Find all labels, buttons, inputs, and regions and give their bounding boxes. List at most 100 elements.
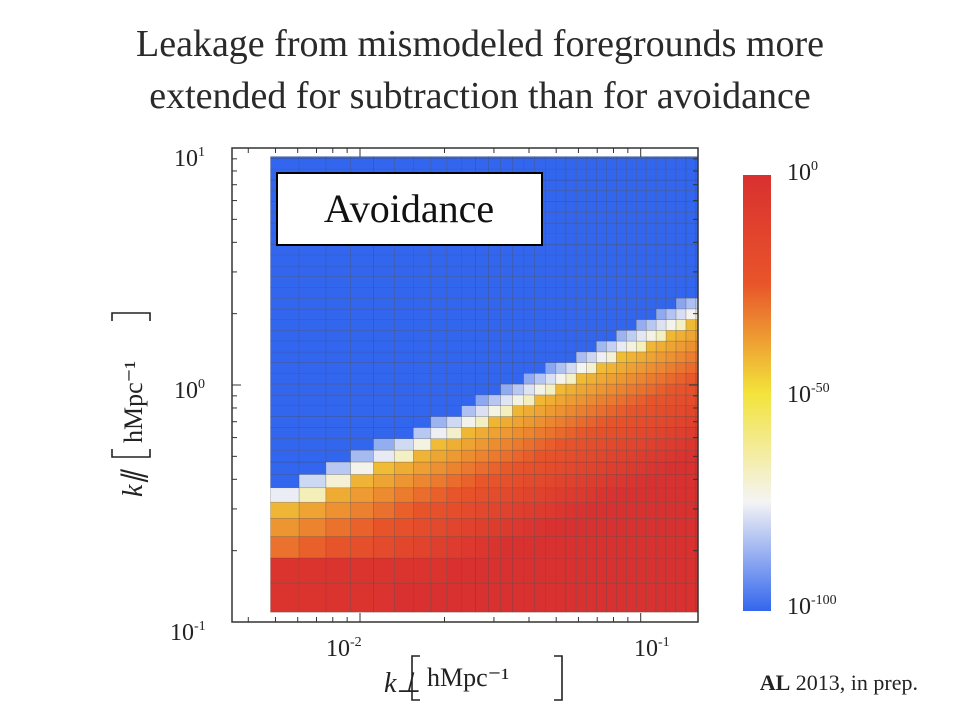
heatmap-cell [596,287,607,299]
heatmap-cell [534,449,546,463]
heatmap-cell [512,405,525,417]
citation-author: AL [759,670,791,695]
heatmap-cell [655,501,667,519]
heatmap-cell [596,319,607,331]
heatmap-cell [565,536,577,559]
heatmap-cell [413,582,432,613]
heatmap-cell [475,487,489,503]
heatmap-cell [675,517,687,537]
heatmap-cell [270,405,300,417]
colorbar-tick-label: 10-100 [787,593,837,620]
heatmap-cell [545,474,557,489]
heatmap-cell [665,158,677,170]
heatmap-cell [545,340,557,353]
heatmap-cell [555,582,567,613]
heatmap-cell [645,427,657,440]
heatmap-cell [565,190,577,202]
heatmap-cell [500,362,513,374]
heatmap-cell [270,158,300,170]
heatmap-cell [596,297,607,310]
heatmap-cell [350,449,374,463]
heatmap-cell [475,557,489,584]
heatmap-cell [685,474,697,489]
heatmap-cell [446,351,462,363]
heatmap-cell [655,297,667,310]
heatmap-cell [488,254,502,267]
heatmap-cell [413,319,432,331]
heatmap-cell [655,394,667,406]
heatmap-cell [430,319,448,331]
heatmap-cell [512,330,525,342]
heatmap-cell [555,405,567,417]
heatmap-cell [523,362,535,374]
heatmap-cell [461,156,476,159]
heatmap-cell [545,179,557,192]
heatmap-cell [475,449,489,463]
heatmap-cell [635,351,647,363]
heatmap-cell [350,416,374,428]
heatmap-cell [373,394,395,406]
heatmap-cell [373,265,395,277]
heatmap-cell [523,461,535,475]
heatmap-cell [512,156,525,159]
heatmap-cell [325,536,352,559]
heatmap-cell [606,438,617,451]
heatmap-cell [394,536,414,559]
heatmap-cell [685,297,697,310]
heatmap-cell [298,330,327,342]
heatmap-cell [635,474,647,489]
heatmap-cell [500,474,513,489]
heatmap-cell [523,308,535,320]
heatmap-cell [555,394,567,406]
heatmap-cell [413,244,432,256]
heatmap-cell [446,487,462,503]
heatmap-cell [534,416,546,428]
heatmap-cell [523,340,535,353]
heatmap-cell [446,362,462,374]
heatmap-cell [596,449,607,463]
heatmap-cell [655,362,667,374]
heatmap-cell [565,168,577,181]
heatmap-cell [665,557,677,584]
heatmap-cell [512,501,525,519]
heatmap-cell [606,501,617,519]
heatmap-cell [413,362,432,374]
heatmap-cell [675,438,687,451]
heatmap-cell [298,427,327,440]
heatmap-cell [596,233,607,245]
heatmap-cell [626,536,637,559]
heatmap-cell [373,158,395,170]
heatmap-cell [430,427,448,440]
heatmap-cell [626,427,637,440]
heatmap-cell [500,340,513,353]
heatmap-cell [500,517,513,537]
heatmap-cell [512,474,525,489]
heatmap-cell [586,297,597,310]
heatmap-cell [586,319,597,331]
heatmap-cell [512,287,525,299]
heatmap-cell [325,427,352,440]
heatmap-cell [523,297,535,310]
heatmap-cell [565,276,577,288]
heatmap-cell [675,536,687,559]
heatmap-cell [616,474,627,489]
heatmap-cell [575,330,587,342]
heatmap-cell [685,222,697,234]
heatmap-cell [373,536,395,559]
heatmap-cell [575,156,587,159]
heatmap-cell [616,156,627,159]
heatmap-cell [606,233,617,245]
heatmap-cell [555,438,567,451]
heatmap-cell [635,517,647,537]
heatmap-cell [645,557,657,584]
title-line-1: Leakage from mismodeled foregrounds more [136,23,824,65]
heatmap-cell [575,449,587,463]
heatmap-cell [394,474,414,489]
y-tick-label: 100 [174,377,205,404]
heatmap-cell [446,308,462,320]
heatmap-cell [555,474,567,489]
heatmap-cell [675,501,687,519]
heatmap-cell [655,330,667,342]
heatmap-cell [373,487,395,503]
heatmap-cell [488,158,502,170]
